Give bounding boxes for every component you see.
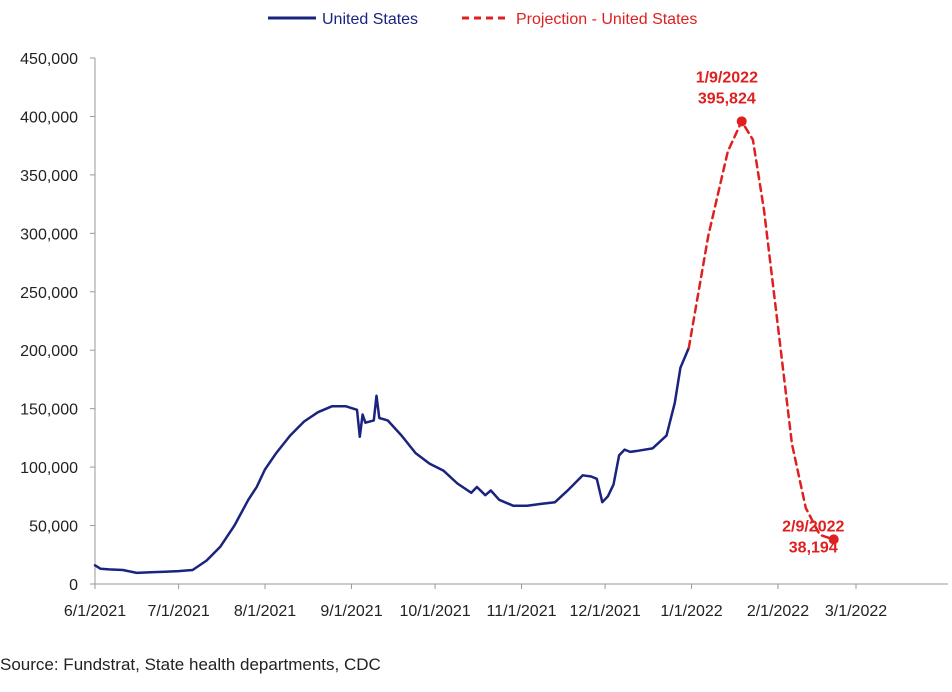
- x-tick-label: 2/1/2022: [747, 603, 809, 620]
- annotation-point: [736, 116, 747, 127]
- series-line-projection: [687, 120, 835, 541]
- plot-area: [93, 120, 835, 575]
- annotation-date: 2/9/2022: [782, 518, 844, 535]
- y-tick-label: 350,000: [20, 168, 78, 185]
- x-tick-label: 1/1/2022: [660, 603, 722, 620]
- y-tick-label: 300,000: [20, 226, 78, 243]
- annotations: 1/9/2022 395,824 2/9/2022 38,194: [696, 69, 845, 556]
- y-tick-label: 50,000: [29, 519, 78, 536]
- x-tick-label: 7/1/2021: [147, 603, 209, 620]
- x-tick-label: 3/1/2022: [825, 603, 887, 620]
- legend: United States Projection - United States: [268, 11, 697, 28]
- x-tick-label: 10/1/2021: [399, 603, 470, 620]
- source-note: Source: Fundstrat, State health departme…: [0, 655, 381, 674]
- y-tick-label: 0: [69, 577, 78, 594]
- x-tick-label: 8/1/2021: [234, 603, 296, 620]
- x-tick-label: 6/1/2021: [64, 603, 126, 620]
- annotation-date: 1/9/2022: [696, 69, 758, 86]
- series-line-actual: [93, 346, 691, 575]
- x-tick-label: 9/1/2021: [320, 603, 382, 620]
- annotation-point: [828, 534, 839, 545]
- y-tick-label: 100,000: [20, 460, 78, 477]
- legend-label-actual: United States: [322, 11, 418, 28]
- x-tick-label: 11/1/2021: [487, 603, 557, 620]
- annotation-value: 395,824: [698, 90, 756, 107]
- x-tick-label: 12/1/2021: [570, 603, 641, 620]
- axes: 0 50,000 100,000 150,000 200,000 250,000 300,0…: [20, 51, 948, 620]
- y-tick-label: 150,000: [20, 402, 78, 419]
- y-tick-label: 450,000: [20, 51, 78, 68]
- legend-label-projection: Projection - United States: [516, 11, 697, 28]
- y-tick-label: 250,000: [20, 285, 78, 302]
- y-tick-label: 200,000: [20, 343, 78, 360]
- annotation-value: 38,194: [789, 539, 838, 556]
- y-tick-label: 400,000: [20, 109, 78, 126]
